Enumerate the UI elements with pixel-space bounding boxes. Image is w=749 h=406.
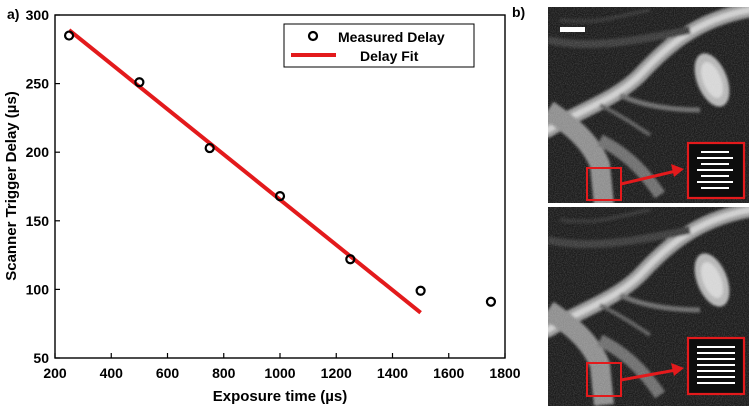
x-axis-ticks: 200 400 600 800 1000 1200 1400 1600 1800 bbox=[43, 353, 521, 381]
x-tick-label: 800 bbox=[212, 365, 236, 381]
plot-area bbox=[54, 14, 506, 359]
y-axis-ticks: 50 100 150 200 250 300 bbox=[26, 7, 60, 366]
fit-line bbox=[67, 28, 422, 315]
y-tick-label: 150 bbox=[26, 213, 50, 229]
zoom-arrowhead-bottom bbox=[671, 363, 684, 376]
zoom-arrowhead-top bbox=[671, 164, 684, 177]
y-tick-label: 300 bbox=[26, 7, 50, 23]
data-point bbox=[345, 254, 356, 265]
zoom-arrow-bottom bbox=[620, 368, 677, 382]
inset-top bbox=[686, 141, 746, 200]
data-point bbox=[274, 191, 286, 202]
microscopy-image-bottom bbox=[548, 207, 749, 406]
legend-label-fit: Delay Fit bbox=[360, 48, 419, 64]
x-tick-label: 1200 bbox=[321, 365, 352, 381]
x-tick-label: 1800 bbox=[489, 365, 520, 381]
x-tick-label: 1600 bbox=[433, 365, 464, 381]
marker-layer bbox=[63, 30, 497, 307]
x-tick-label: 1400 bbox=[377, 365, 408, 381]
panel-label-b: b) bbox=[512, 4, 525, 20]
x-tick-label: 400 bbox=[100, 365, 124, 381]
legend-label-measured: Measured Delay bbox=[338, 29, 445, 45]
legend-marker-measured bbox=[307, 30, 319, 42]
x-tick-label: 600 bbox=[156, 365, 180, 381]
data-point bbox=[204, 142, 215, 154]
fit-line-layer bbox=[67, 28, 422, 315]
panel-label-a: a) bbox=[7, 6, 19, 22]
y-tick-label: 200 bbox=[26, 144, 50, 160]
data-point bbox=[134, 77, 145, 88]
legend-box bbox=[283, 23, 475, 68]
y-tick-label: 100 bbox=[26, 281, 50, 297]
zoom-arrow-top bbox=[620, 169, 677, 186]
x-axis-label: Exposure time (µs) bbox=[213, 388, 348, 405]
data-point bbox=[63, 30, 75, 41]
y-tick-label: 50 bbox=[33, 350, 49, 366]
scale-bar bbox=[560, 27, 585, 32]
y-axis-label: Scanner Trigger Delay (µs) bbox=[3, 91, 20, 281]
legend: Measured Delay Delay Fit bbox=[283, 23, 475, 68]
data-point bbox=[415, 285, 426, 296]
data-point bbox=[485, 296, 497, 307]
x-tick-label: 1000 bbox=[264, 365, 295, 381]
x-tick-label: 200 bbox=[43, 365, 67, 381]
inset-bottom bbox=[686, 336, 746, 396]
y-tick-label: 250 bbox=[26, 76, 50, 92]
